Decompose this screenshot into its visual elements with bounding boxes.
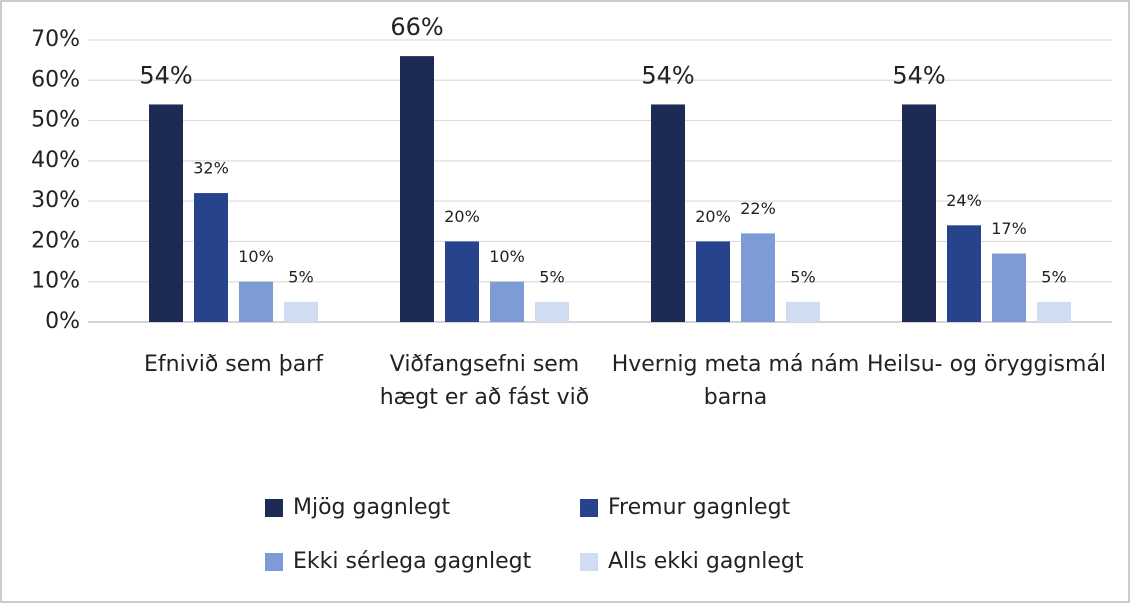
legend-label: Mjög gagnlegt (293, 495, 450, 520)
data-label: 54% (641, 61, 694, 89)
data-label: 5% (790, 267, 815, 286)
bar (741, 233, 775, 322)
bar (445, 241, 479, 322)
y-tick-label: 0% (45, 309, 80, 334)
y-tick-label: 70% (31, 27, 80, 52)
legend-swatch (580, 553, 598, 571)
data-label: 54% (139, 61, 192, 89)
legend-swatch (265, 499, 283, 517)
x-tick-label-box: Hvernig meta má nám barna (611, 352, 860, 410)
bar (400, 56, 434, 322)
bar (1037, 301, 1071, 322)
bar (490, 281, 524, 322)
x-tick-label-box: Heilsu- og öryggismál (866, 352, 1107, 377)
legend-label: Fremur gagnlegt (608, 495, 791, 520)
data-label: 66% (390, 13, 443, 41)
data-label: 5% (1041, 267, 1066, 286)
x-tick-label-box: Efnivið sem þarf (144, 352, 323, 377)
bar (284, 301, 318, 322)
y-tick-label: 20% (31, 228, 80, 253)
bar (239, 281, 273, 322)
x-tick-label-box: Viðfangsefni sem hægt er að fást við (379, 352, 590, 410)
legend-swatch (265, 553, 283, 571)
x-tick-label: Heilsu- og öryggismál (866, 352, 1107, 377)
y-tick-label: 50% (31, 108, 80, 133)
x-tick-label: Viðfangsefni sem hægt er að fást við (379, 352, 590, 410)
bar (947, 225, 981, 322)
x-tick-label: Hvernig meta má nám barna (611, 352, 860, 410)
bar (535, 301, 569, 322)
y-tick-label: 30% (31, 188, 80, 213)
data-label: 5% (539, 267, 564, 286)
data-label: 32% (193, 159, 229, 178)
data-label: 10% (238, 247, 274, 266)
bar (902, 104, 936, 322)
data-label: 20% (444, 207, 480, 226)
bar (992, 253, 1026, 322)
legend-swatch (580, 499, 598, 517)
x-tick-label: Efnivið sem þarf (144, 352, 323, 377)
legend-label: Alls ekki gagnlegt (608, 549, 804, 574)
y-tick-label: 40% (31, 148, 80, 173)
data-label: 17% (991, 219, 1027, 238)
data-label: 20% (695, 207, 731, 226)
y-tick-label: 10% (31, 269, 80, 294)
data-label: 5% (288, 267, 313, 286)
bar (786, 301, 820, 322)
bar (149, 104, 183, 322)
data-label: 54% (892, 61, 945, 89)
bar (651, 104, 685, 322)
legend-label: Ekki sérlega gagnlegt (293, 549, 532, 574)
bar (194, 193, 228, 322)
data-label: 10% (489, 247, 525, 266)
y-tick-label: 60% (31, 67, 80, 92)
data-label: 22% (740, 199, 776, 218)
data-label: 24% (946, 191, 982, 210)
bar (696, 241, 730, 322)
